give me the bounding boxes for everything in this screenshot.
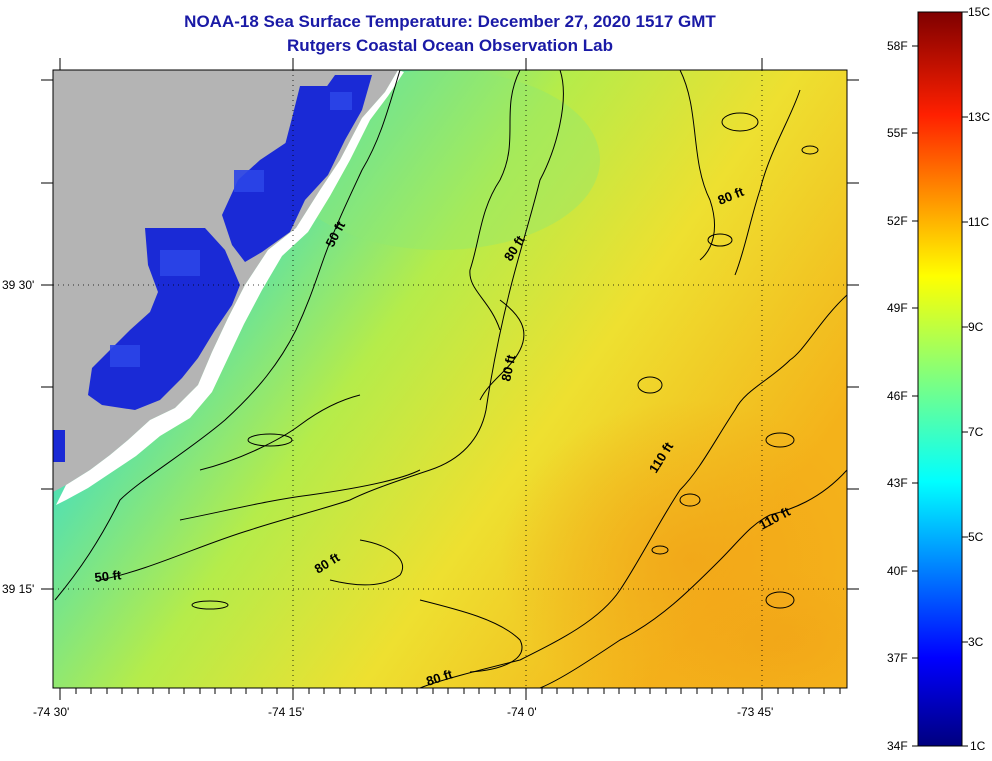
colorbar-fahrenheit-label: 37F <box>887 651 908 665</box>
colorbar-fahrenheit-label: 49F <box>887 301 908 315</box>
colorbar-fahrenheit-label: 34F <box>887 739 908 753</box>
colorbar-celsius-label: 7C <box>968 425 984 439</box>
graticule <box>53 70 847 688</box>
map-subtitle: Rutgers Coastal Ocean Observation Lab <box>287 36 613 55</box>
colorbar-fahrenheit-label: 58F <box>887 39 908 53</box>
colorbar-celsius-label: 11C <box>968 215 990 229</box>
colorbar-celsius-label: 15C <box>968 5 991 19</box>
contour-label: 80 ft <box>498 353 518 383</box>
longitude-label: -74 0' <box>507 705 537 719</box>
map-frame <box>52 69 848 689</box>
no-data-fringe <box>56 70 404 505</box>
longitude-label: -74 30' <box>33 705 70 719</box>
temperature-colorbar <box>917 11 963 747</box>
map-title: NOAA-18 Sea Surface Temperature: Decembe… <box>184 12 716 31</box>
latitude-label: 39 30' <box>2 278 35 292</box>
latitude-label: 39 15' <box>2 582 35 596</box>
colorbar-celsius-label: 5C <box>968 530 984 544</box>
bathymetry-contours <box>54 70 847 688</box>
colorbar-celsius-label: 9C <box>968 320 984 334</box>
colorbar-fahrenheit-label: 55F <box>887 126 908 140</box>
colorbar-fahrenheit-label: 40F <box>887 564 908 578</box>
colorbar-celsius-label: 13C <box>968 110 991 124</box>
colorbar-fahrenheit-label: 52F <box>887 214 908 228</box>
colorbar-celsius-label: 3C <box>968 635 984 649</box>
longitude-label: -73 45' <box>737 705 774 719</box>
axis-ticks <box>41 58 859 700</box>
longitude-label: -74 15' <box>268 705 305 719</box>
colorbar-celsius-label: 1C <box>970 739 986 753</box>
contour-label: 50 ft <box>94 567 123 585</box>
contour-label: 80 ft <box>424 666 455 689</box>
colorbar-fahrenheit-label: 43F <box>887 476 908 490</box>
colorbar-fahrenheit-label: 46F <box>887 389 908 403</box>
